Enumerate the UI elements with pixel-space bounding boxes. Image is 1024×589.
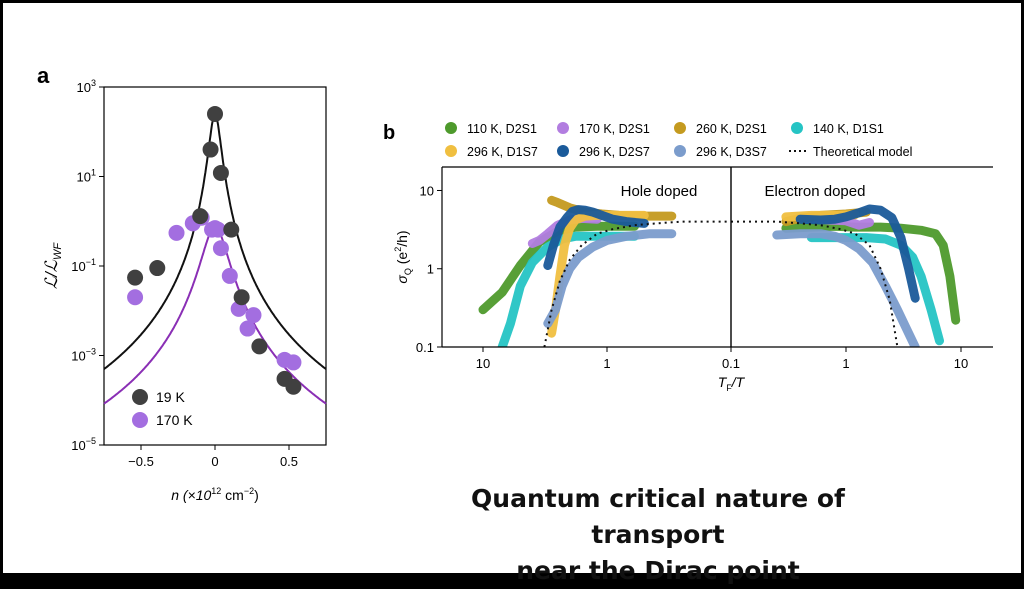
legend-label-170-k-d2s1: 170 K, D2S1 [579, 122, 650, 136]
legend-label-296-k-d3s7: 296 K, D3S7 [696, 145, 767, 159]
data-points-a [127, 105, 302, 395]
legend-marker-260-k-d2s1 [674, 122, 686, 134]
x-tick-label-b: 1 [603, 356, 610, 371]
y-tick-label-a: 10−5 [71, 436, 96, 453]
legend-marker-19k [132, 389, 148, 405]
caption-line-2: near the Dirac point [516, 556, 800, 585]
data-point-170k [209, 221, 226, 238]
x-tick-label-b: 0.1 [722, 356, 740, 371]
data-point-19k [149, 260, 166, 277]
data-point-19k [251, 338, 268, 355]
caption-line-1: Quantum critical nature of transport [471, 484, 845, 549]
y-tick-label-a: 101 [77, 168, 96, 185]
legend-label-19k: 19 K [156, 389, 185, 405]
data-point-170k [245, 307, 262, 324]
data-point-170k [212, 240, 229, 257]
data-point-19k [192, 208, 209, 225]
legend-label-theoretical-model: Theoretical model [813, 145, 912, 159]
series-296-k-d3s7-electron [772, 229, 920, 347]
legend-label-170k: 170 K [156, 412, 193, 428]
x-tick-label-a: 0.5 [280, 454, 298, 469]
legend-marker-140-k-d1s1 [791, 122, 803, 134]
data-series-b [478, 195, 961, 347]
legend-label-296-k-d1s7: 296 K, D1S7 [467, 145, 538, 159]
y-tick-label-b: 1 [427, 262, 434, 277]
chart-panel-a: a 103 101 10−1 10−3 10−5 −0.5 0 0.5 ℒ/ℒWF n (×… [37, 63, 327, 503]
x-tick-label-b: 10 [476, 356, 490, 371]
y-tick-label-b: 10 [420, 183, 434, 198]
data-point-19k [207, 105, 223, 122]
legend-marker-170k [132, 412, 148, 428]
data-point-170k [168, 224, 185, 241]
x-ticks-b: 10 1 0.1 1 10 [476, 347, 968, 371]
data-point-19k [233, 289, 250, 306]
data-point-19k [127, 269, 144, 286]
annotation-hole-doped: Hole doped [621, 183, 698, 200]
legend-marker-296-k-d3s7 [674, 145, 686, 157]
series-140-k-d1s1-hole [497, 231, 639, 347]
series-296-k-d2s7-hole [543, 205, 649, 270]
data-point-19k [212, 164, 229, 181]
data-point-19k [285, 378, 302, 395]
panel-label-a: a [37, 63, 50, 88]
chart-panel-b: b 110 K, D2S1 170 K, D2S1 260 K, D2S1 140 K… [383, 122, 993, 393]
data-point-170k [221, 267, 238, 284]
y-axis-label-b: σQ (e2/h) [393, 230, 413, 283]
legend-label-296-k-d2s7: 296 K, D2S7 [579, 145, 650, 159]
x-tick-label-b: 10 [954, 356, 968, 371]
data-point-19k [202, 141, 219, 158]
data-point-170k [127, 289, 144, 306]
series-theoretical-model-hole [543, 220, 731, 347]
legend-b: 110 K, D2S1 170 K, D2S1 260 K, D2S1 140 K, … [445, 122, 912, 159]
x-axis-label-b: TF/T [718, 374, 746, 393]
legend-a: 19 K 170 K [132, 389, 193, 428]
series-140-k-d1s1-electron [806, 233, 944, 346]
x-tick-label-a: 0 [211, 454, 218, 469]
legend-marker-110-k-d2s1 [445, 122, 457, 134]
legend-label-260-k-d2s1: 260 K, D2S1 [696, 122, 767, 136]
x-tick-label-a: −0.5 [128, 454, 154, 469]
x-axis-label-a: n (×1012 cm−2) [171, 486, 259, 503]
y-tick-label-a: 10−1 [71, 257, 96, 274]
x-axis-a: −0.5 0 0.5 [128, 445, 298, 469]
y-tick-label-a: 103 [77, 78, 96, 95]
y-tick-label-b: 0.1 [416, 340, 434, 355]
data-point-170k [285, 354, 302, 371]
y-axis-a: 103 101 10−1 10−3 10−5 [71, 78, 104, 453]
legend-marker-296-k-d2s7 [557, 145, 569, 157]
legend-label-110-k-d2s1: 110 K, D2S1 [467, 122, 537, 136]
series-296-k-d3s7-hole [543, 229, 677, 328]
legend-marker-296-k-d1s7 [445, 145, 457, 157]
y-tick-label-a: 10−3 [71, 347, 96, 364]
figure-caption: Quantum critical nature of transport nea… [423, 481, 893, 589]
y-axis-label-a: ℒ/ℒWF [42, 242, 64, 290]
annotation-electron-doped: Electron doped [765, 183, 866, 200]
panel-label-b: b [383, 122, 395, 144]
x-tick-label-b: 1 [842, 356, 849, 371]
legend-label-140-k-d1s1: 140 K, D1S1 [813, 122, 884, 136]
y-ticks-b: 10 1 0.1 [416, 183, 442, 355]
series-296-k-d2s7-electron [795, 204, 920, 303]
figure-frame: a 103 101 10−1 10−3 10−5 −0.5 0 0.5 ℒ/ℒWF n (×… [3, 3, 1021, 585]
data-point-19k [223, 221, 240, 238]
legend-marker-170-k-d2s1 [557, 122, 569, 134]
data-point-170k [239, 320, 256, 337]
